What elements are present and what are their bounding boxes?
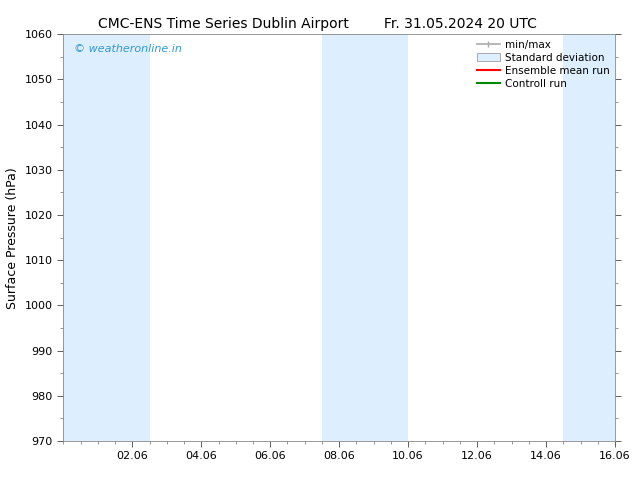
Text: © weatheronline.in: © weatheronline.in xyxy=(74,45,183,54)
Bar xyxy=(322,34,408,441)
Bar xyxy=(63,34,150,441)
Y-axis label: Surface Pressure (hPa): Surface Pressure (hPa) xyxy=(6,167,19,309)
Text: CMC-ENS Time Series Dublin Airport        Fr. 31.05.2024 20 UTC: CMC-ENS Time Series Dublin Airport Fr. 3… xyxy=(98,17,536,31)
Legend: min/max, Standard deviation, Ensemble mean run, Controll run: min/max, Standard deviation, Ensemble me… xyxy=(474,36,613,92)
Bar xyxy=(563,34,615,441)
